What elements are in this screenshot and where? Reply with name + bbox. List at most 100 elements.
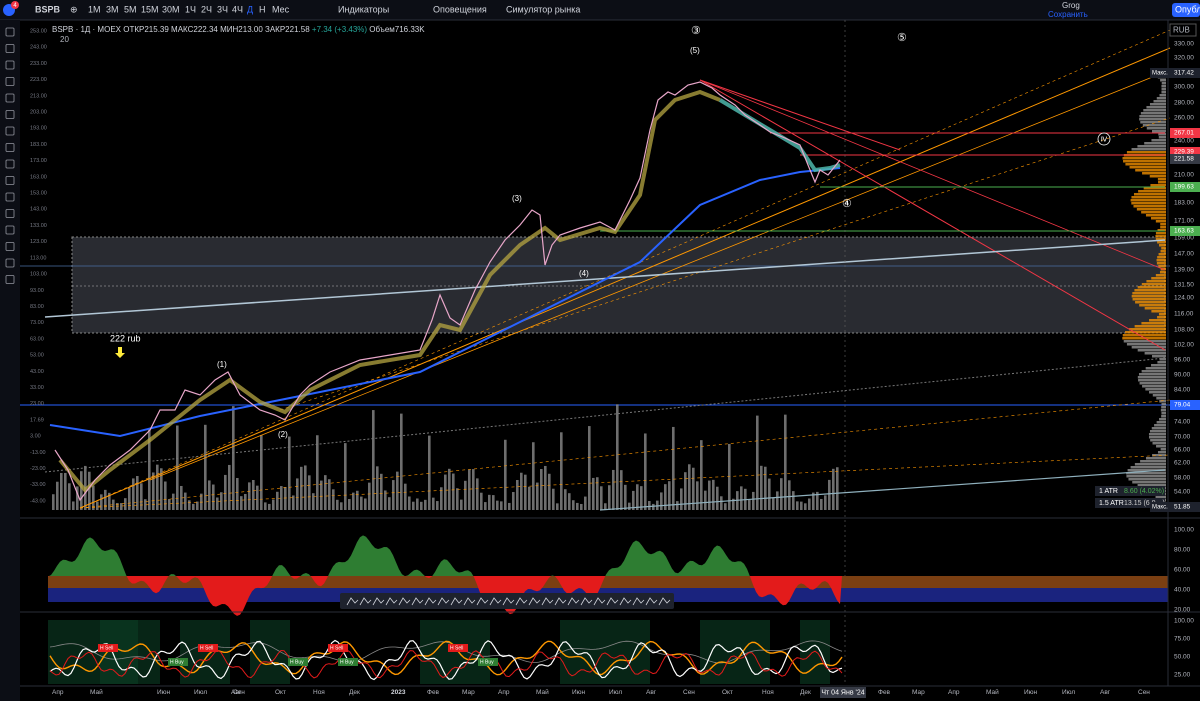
- interval-button[interactable]: 1М: [88, 4, 101, 14]
- drawing-tool[interactable]: [567, 597, 580, 606]
- interval-button[interactable]: 3Ч: [217, 4, 228, 14]
- volume-profile: [1157, 361, 1166, 364]
- tool-icon[interactable]: [5, 242, 15, 251]
- tool-icon[interactable]: [5, 110, 15, 119]
- tool-icon[interactable]: [5, 93, 15, 103]
- publish-button[interactable]: [1172, 3, 1200, 17]
- volume-profile: [1149, 391, 1166, 394]
- volume-profile: [1158, 265, 1166, 268]
- drawing-tool[interactable]: [554, 597, 567, 606]
- currency[interactable]: RUB: [1173, 26, 1190, 35]
- volume-bar: [564, 489, 567, 510]
- replay-button[interactable]: Симулятор рынка: [506, 4, 580, 14]
- volume-profile: [1160, 448, 1166, 451]
- symbol-search[interactable]: BSPB: [35, 4, 61, 14]
- wave-label: (5): [690, 46, 700, 55]
- layout-name[interactable]: Grog: [1062, 1, 1080, 10]
- interval-button[interactable]: 15М: [141, 4, 159, 14]
- volume-bar: [328, 479, 331, 510]
- interval-button[interactable]: 5М: [124, 4, 137, 14]
- left-scale-label: 223.00: [30, 77, 47, 83]
- volume-profile: [1129, 166, 1166, 169]
- volume-profile: [1139, 115, 1166, 118]
- tool-icon[interactable]: [5, 60, 15, 70]
- interval-button[interactable]: 3М: [106, 4, 119, 14]
- tool-icon[interactable]: [5, 77, 15, 86]
- volume-bar: [684, 472, 687, 510]
- volume-profile: [1145, 214, 1166, 217]
- volume-bar: [392, 480, 395, 510]
- drawing-tool[interactable]: [580, 597, 593, 606]
- tool-icon[interactable]: [5, 258, 15, 268]
- volume-bar: [608, 485, 611, 510]
- interval-button[interactable]: Д: [247, 4, 253, 14]
- volume-bar: [128, 487, 131, 510]
- publish-label[interactable]: Опубл: [1175, 4, 1200, 14]
- volume-bar: [712, 479, 715, 510]
- drawing-tool[interactable]: [593, 597, 606, 606]
- save-button[interactable]: Сохранить: [1048, 10, 1088, 19]
- drawing-tool[interactable]: [463, 597, 476, 606]
- drawing-tool[interactable]: [437, 597, 450, 606]
- volume-bar: [832, 468, 835, 510]
- drawing-tool[interactable]: [398, 597, 411, 606]
- tool-icon[interactable]: [5, 126, 15, 136]
- drawing-tool[interactable]: [632, 597, 645, 606]
- drawing-tool[interactable]: [541, 597, 554, 606]
- tool-icon[interactable]: [5, 275, 15, 284]
- drawing-tool[interactable]: [489, 597, 502, 606]
- drawing-tool[interactable]: [502, 597, 515, 606]
- alerts-button[interactable]: Оповещения: [433, 4, 487, 14]
- drawing-tool[interactable]: [385, 597, 398, 606]
- interval-button[interactable]: 2Ч: [201, 4, 212, 14]
- volume-bar: [524, 474, 527, 510]
- interval-button[interactable]: 1Ч: [185, 4, 196, 14]
- interval-button[interactable]: Мес: [272, 4, 290, 14]
- interval-button[interactable]: Н: [259, 4, 266, 14]
- currency-box[interactable]: [1169, 23, 1197, 37]
- add-symbol[interactable]: ⊕: [70, 4, 78, 14]
- price-tick-label: 70.00: [1174, 434, 1191, 441]
- drawing-tool[interactable]: [372, 597, 385, 606]
- drawing-tool[interactable]: [359, 597, 372, 606]
- volume-bar: [400, 413, 403, 510]
- left-scale-label: 103.00: [30, 272, 47, 278]
- drawing-tool[interactable]: [476, 597, 489, 606]
- volume-bar: [368, 482, 371, 510]
- tool-icon[interactable]: [5, 44, 15, 53]
- signal-label: H Sell: [330, 645, 343, 651]
- volume-bar: [576, 502, 579, 510]
- volume-bar: [636, 484, 639, 510]
- crosshair-date-box: [820, 687, 866, 698]
- volume-bar: [556, 503, 559, 510]
- tool-icon[interactable]: [5, 209, 15, 218]
- drawing-tool[interactable]: [346, 597, 359, 606]
- drawing-tool[interactable]: [515, 597, 528, 606]
- drawing-tool[interactable]: [450, 597, 463, 606]
- volume-bar: [572, 500, 575, 510]
- tool-icon[interactable]: [5, 143, 15, 152]
- indicators-button[interactable]: Индикаторы: [338, 4, 389, 14]
- drawing-tool[interactable]: [528, 597, 541, 606]
- interval-button[interactable]: 30М: [162, 4, 180, 14]
- volume-bar: [724, 503, 727, 510]
- tool-icon[interactable]: [5, 176, 15, 185]
- tool-icon[interactable]: [5, 192, 15, 202]
- drawing-tool[interactable]: [619, 597, 632, 606]
- tool-icon[interactable]: [5, 159, 15, 169]
- volume-profile: [1160, 226, 1166, 229]
- drawing-tool[interactable]: [645, 597, 658, 606]
- drawing-tool[interactable]: [424, 597, 437, 606]
- interval-button[interactable]: 4Ч: [232, 4, 243, 14]
- time-tick-label: Июл: [1062, 689, 1075, 696]
- volume-bar: [492, 495, 495, 510]
- tool-icon[interactable]: [5, 225, 15, 235]
- tool-icon[interactable]: [5, 27, 15, 37]
- drawing-tool[interactable]: [411, 597, 424, 606]
- drawing-tool[interactable]: [658, 597, 671, 606]
- price-badge-tag: [1150, 502, 1170, 512]
- volume-bar: [420, 501, 423, 510]
- volume-bar: [668, 481, 671, 510]
- volume-bar: [352, 492, 355, 510]
- drawing-tool[interactable]: [606, 597, 619, 606]
